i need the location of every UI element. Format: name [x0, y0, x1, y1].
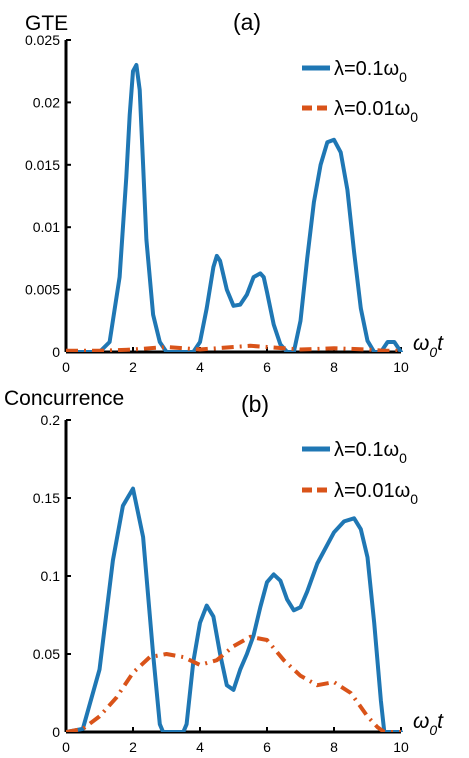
y-tick-label: 0.2 — [41, 412, 61, 428]
x-tick-label: 4 — [196, 739, 204, 755]
x-axis-label: ω0t — [413, 332, 444, 360]
x-tick-label: 8 — [330, 739, 338, 755]
y-tick-label: 0 — [52, 724, 60, 740]
legend-label-2: λ=0.01ω0 — [334, 98, 418, 125]
y-tick-label: 0.15 — [33, 490, 60, 506]
y-axis-label: GTE — [25, 12, 68, 35]
series-line-1 — [66, 63, 403, 352]
y-tick-label: 0.05 — [33, 646, 60, 662]
x-tick-label: 2 — [129, 359, 137, 375]
y-tick-label: 0.025 — [25, 32, 60, 48]
chart-panel-2: 0 2 4 6 8 10 0 0.05 0.1 0.15 0.2 Concurrence (b) ω0t λ… — [4, 387, 444, 755]
y-tick-label: 0 — [52, 344, 60, 360]
y-tick-label: 0.02 — [33, 94, 60, 110]
legend-label-1: λ=0.1ω0 — [334, 439, 407, 466]
x-tick-label: 0 — [62, 359, 70, 375]
y-axis-label: Concurrence — [4, 387, 124, 410]
x-axis-label: ω0t — [413, 710, 444, 738]
x-tick-label: 0 — [62, 739, 70, 755]
x-tick-label: 8 — [330, 359, 338, 375]
legend-label-1: λ=0.1ω0 — [334, 58, 407, 85]
x-tick-label: 10 — [393, 359, 409, 375]
y-tick-label: 0.005 — [25, 282, 60, 298]
legend-label-2: λ=0.01ω0 — [334, 480, 418, 507]
y-tick-label: 0.1 — [41, 568, 61, 584]
x-tick-label: 6 — [263, 359, 271, 375]
series-line-1 — [66, 486, 403, 732]
panel-label: (b) — [241, 391, 269, 417]
x-tick-label: 4 — [196, 359, 204, 375]
y-tick-label: 0.01 — [33, 219, 60, 235]
x-tick-label: 2 — [129, 739, 137, 755]
series-line-2 — [66, 343, 401, 352]
x-tick-label: 6 — [263, 739, 271, 755]
y-tick-label: 0.015 — [25, 157, 60, 173]
panel-label: (a) — [233, 9, 261, 35]
x-tick-label: 10 — [393, 739, 409, 755]
series-line-2 — [66, 634, 401, 732]
